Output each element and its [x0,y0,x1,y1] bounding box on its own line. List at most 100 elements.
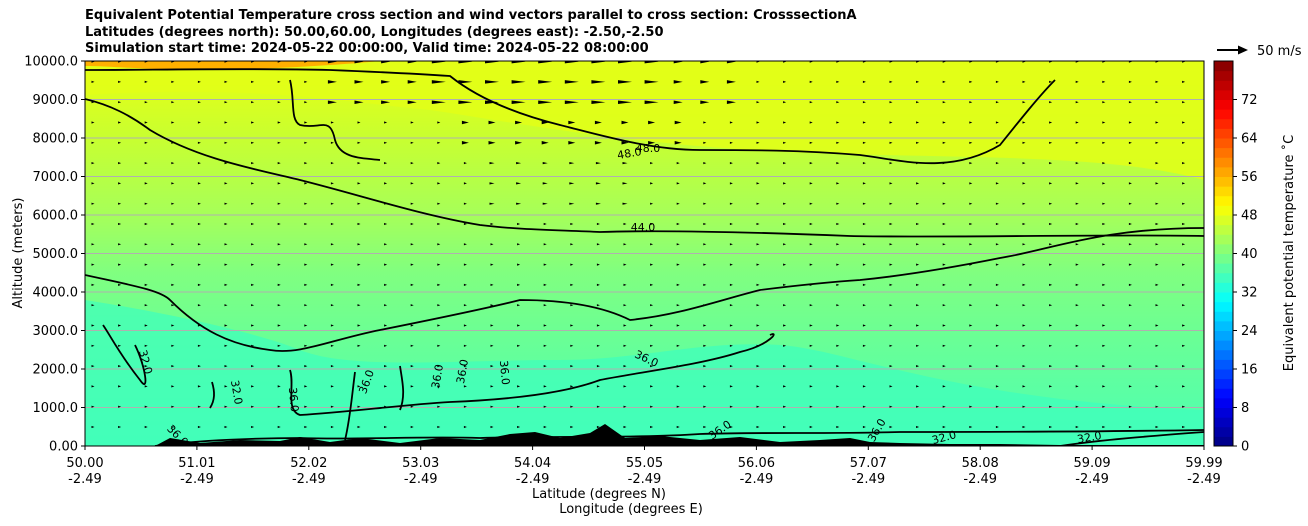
wind-vector-arrow [862,324,866,327]
wind-vector-arrow [224,405,228,408]
wind-vector-arrow [1102,162,1106,165]
colorbar-swatch [1214,349,1233,360]
wind-vector-arrow [251,222,255,226]
wind-vector-arrow [942,80,946,83]
wind-vector-arrow [251,202,255,205]
wind-vector-arrow [836,101,840,104]
wind-vector-arrow [862,222,866,226]
wind-vector-arrow [1022,283,1026,286]
wind-vector-arrow [304,263,308,266]
wind-vector-arrow [224,243,228,246]
wind-vector-arrow [995,182,999,185]
wind-vector-arrow [1022,405,1026,408]
wind-vector-arrow [1075,222,1079,226]
wind-vector-arrow [197,80,201,83]
wind-vector-arrow [995,243,999,246]
x-tick-label-lat: 54.04 [514,456,551,471]
colorbar-swatch [1214,369,1233,380]
wind-vector-arrow [836,324,840,327]
wind-vector-arrow [1022,365,1026,368]
wind-vector-arrow [517,425,521,429]
wind-vector-arrow [171,101,175,104]
wind-vector-arrow [118,263,122,266]
wind-vector-arrow [277,243,281,246]
wind-vector-arrow [251,365,255,368]
colorbar-swatch [1214,292,1233,303]
wind-vector-arrow [862,80,866,83]
wind-vector-arrow [969,121,973,124]
wind-vector-arrow [969,162,973,165]
wind-vector-arrow [995,121,999,124]
wind-vector-arrow [197,405,201,408]
wind-vector-arrow [1182,344,1186,347]
wind-vector-arrow [836,202,840,205]
wind-vector-arrow [570,344,574,347]
wind-vector-arrow [91,283,95,286]
wind-vector-arrow [916,304,920,307]
wind-vector-arrow [277,405,281,408]
wind-vector-arrow [304,243,308,246]
wind-vector-arrow [676,182,680,185]
wind-vector-arrow [942,344,946,347]
wind-vector-arrow [862,182,866,185]
wind-vector-arrow [650,182,654,185]
wind-vector-arrow [490,365,494,368]
wind-vector-arrow [942,243,946,246]
wind-vector-arrow [488,141,496,145]
wind-vector-arrow [889,385,893,388]
wind-vector-arrow [277,141,281,144]
wind-vector-arrow [1182,162,1186,165]
wind-vector-arrow [729,324,733,327]
wind-vector-arrow [1182,263,1186,266]
wind-vector-arrow [1209,264,1212,266]
wind-vector-arrow [144,162,148,165]
wind-vector-arrow [1049,162,1053,165]
contour-line [85,68,1056,165]
x-tick-label-lon: -2.49 [740,472,774,487]
wind-vector-arrow [118,344,122,347]
wind-vector-arrow [650,385,654,388]
wind-vector-arrow [916,385,920,388]
x-axis-label-latitude: Latitude (degrees N) [532,487,666,502]
wind-vector-arrow [596,324,600,327]
colorbar-swatch [1214,426,1233,437]
wind-vector-arrow [197,425,201,429]
wind-vector-arrow [251,101,255,104]
wind-vector-arrow [197,263,201,266]
wind-vector-arrow [197,385,201,388]
wind-vector-arrow [461,141,469,145]
wind-vector-arrow [623,405,627,408]
wind-vector-arrow [463,202,467,205]
wind-vector-arrow [650,263,654,266]
wind-vector-arrow [1209,426,1212,428]
wind-vector-arrow [969,202,973,205]
wind-vector-arrow [224,425,228,429]
wind-vector-arrow [756,243,760,246]
wind-vector-arrow [1155,405,1159,408]
colorbar-swatch [1214,359,1233,370]
wind-vector-arrow [703,162,707,165]
x-tick-label-lat: 56.06 [738,456,775,471]
wind-vector-arrow [916,141,920,144]
wind-vector-arrow [490,304,494,307]
wind-vector-arrow [1209,385,1212,387]
wind-vector-arrow [836,121,840,124]
wind-vector-arrow [1182,365,1186,368]
wind-vector-arrow [942,202,946,205]
contour-label: 32.0 [228,379,245,405]
wind-vector-arrow [1209,142,1212,144]
wind-vector-arrow [304,162,308,165]
wind-vector-arrow [144,263,148,266]
wind-vector-arrow [144,324,148,327]
wind-vector-arrow [1102,222,1106,226]
wind-vector-arrow [1155,425,1159,429]
wind-vector-arrow [1049,283,1053,286]
wind-vector-arrow [517,365,521,368]
wind-vector-arrow [277,202,281,205]
wind-vector-arrow [330,385,334,388]
wind-vector-arrow [809,222,813,226]
wind-vector-arrow [144,222,148,226]
wind-vector-arrow [916,182,920,185]
wind-vector-arrow [384,243,388,246]
wind-vector-arrow [1182,222,1186,226]
